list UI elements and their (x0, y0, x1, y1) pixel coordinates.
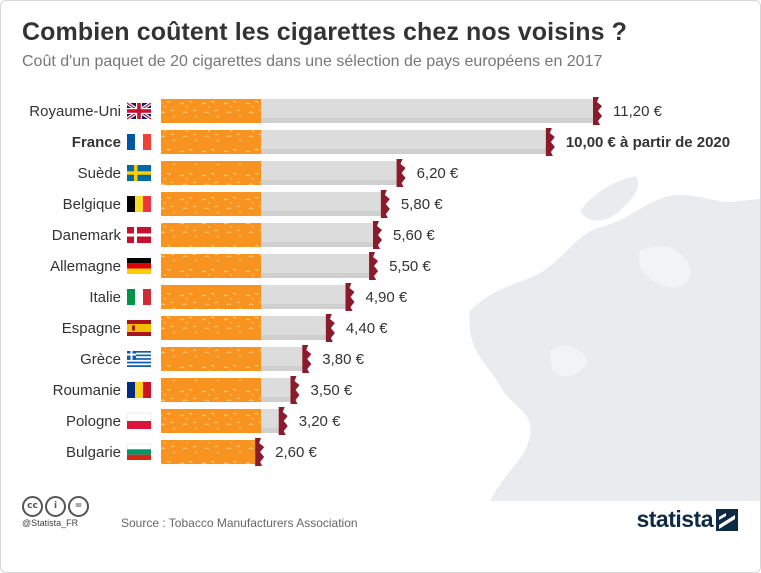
bar-filter (161, 130, 261, 154)
value-label: 10,00 € à partir de 2020 (566, 134, 730, 151)
bar-tip (302, 345, 312, 373)
bar-row: Pologne 3,20 € (66, 407, 341, 435)
value-label: 11,20 € (613, 103, 663, 120)
bar-shade (261, 242, 373, 247)
bar-tip (369, 252, 379, 280)
value-label: 2,60 € (275, 444, 317, 461)
bar-tip (278, 407, 288, 435)
bar-row: Allemagne 5,50 € (50, 252, 431, 280)
value-label: 6,20 € (417, 165, 459, 182)
category-label: Royaume-Uni (29, 103, 121, 120)
bar-shade (261, 211, 381, 216)
bar-shade (261, 118, 593, 123)
creative-commons-icon: cc (22, 496, 43, 517)
bar-row: Grèce 3,80 € (80, 345, 365, 373)
bar-row: France 10,00 € à partir de 2020 (72, 128, 730, 156)
bar-row: Danemark 5,60 € (52, 221, 435, 249)
bar-tip (373, 221, 382, 249)
license-icons: cc i = (22, 495, 91, 517)
value-label: 3,80 € (322, 351, 364, 368)
category-label: Pologne (66, 413, 121, 430)
bar-filter (161, 192, 261, 216)
bar-filter (161, 223, 261, 247)
statista-logo: statista (636, 506, 738, 533)
belgium-flag-icon (127, 196, 151, 212)
category-label: Roumanie (53, 382, 121, 399)
bar-tip (290, 376, 300, 404)
poland-flag-icon (126, 412, 152, 429)
bar-filter (161, 161, 261, 185)
bar-shade (261, 180, 397, 185)
bar-tip (545, 128, 555, 156)
bar-tip (380, 190, 390, 218)
bar-row: Belgique 5,80 € (63, 190, 443, 218)
bar-row: Roumanie 3,50 € (53, 376, 353, 404)
category-label: France (72, 134, 121, 151)
brand-name: statista (636, 506, 713, 532)
spain-flag-icon (127, 320, 151, 336)
bar-filter (161, 99, 261, 123)
bar-filter (161, 409, 261, 433)
denmark-flag-icon (127, 227, 151, 243)
value-label: 5,80 € (401, 196, 443, 213)
bar-row: Italie 4,90 € (89, 283, 408, 311)
category-label: Belgique (63, 196, 121, 213)
value-label: 5,60 € (393, 227, 435, 244)
bar-filter (161, 378, 261, 402)
source-note: Source : Tobacco Manufacturers Associati… (121, 516, 358, 530)
category-label: Bulgarie (66, 444, 121, 461)
bar-filter (161, 254, 261, 278)
bar-shade (261, 428, 279, 433)
bulgaria-flag-icon (126, 443, 152, 460)
bar-row: Suède 6,20 € (78, 159, 459, 187)
bar-filter (161, 316, 261, 340)
bar-row: Espagne 4,40 € (62, 314, 388, 342)
bar-filter (161, 347, 261, 371)
category-label: Italie (89, 289, 121, 306)
page-subtitle: Coût d'un paquet de 20 cigarettes dans u… (22, 53, 603, 70)
uk-flag-icon (126, 101, 152, 121)
bar-row: Bulgarie 2,60 € (66, 438, 318, 466)
bar-shade (261, 366, 303, 371)
value-label: 3,20 € (299, 413, 341, 430)
value-label: 3,50 € (311, 382, 353, 399)
greece-flag-icon (127, 351, 151, 367)
value-label: 4,40 € (346, 320, 388, 337)
statista-mark-icon (716, 508, 738, 531)
bar-shade (261, 304, 346, 309)
category-label: Danemark (52, 227, 122, 244)
bar-shade (261, 273, 370, 278)
bar-tip (593, 97, 602, 125)
bar-tip (325, 314, 335, 342)
bar-shade (261, 335, 326, 340)
italy-flag-icon (127, 289, 151, 305)
category-label: Espagne (62, 320, 121, 337)
page-title: Combien coûtent les cigarettes chez nos … (22, 18, 628, 46)
bar-tip (345, 283, 355, 311)
category-label: Grèce (80, 351, 121, 368)
bar-shade (261, 397, 291, 402)
value-label: 4,90 € (366, 289, 408, 306)
no-derivatives-icon: = (68, 496, 89, 517)
bar-shade (261, 149, 546, 154)
bar (261, 409, 279, 433)
value-label: 5,50 € (389, 258, 431, 275)
category-label: Suède (78, 165, 121, 182)
bar-tip (396, 159, 406, 187)
twitter-handle: @Statista_FR (22, 518, 79, 528)
bar-tip (255, 438, 265, 466)
romania-flag-icon (127, 382, 151, 398)
category-label: Allemagne (50, 258, 121, 275)
sweden-flag-icon (127, 165, 151, 181)
germany-flag-icon (127, 258, 151, 274)
attribution-icon: i (45, 496, 66, 517)
france-flag-icon (127, 134, 151, 150)
bar-row: Royaume-Uni 11,20 € (29, 97, 663, 125)
bar-filter (161, 285, 261, 309)
bar-filter (161, 440, 256, 464)
